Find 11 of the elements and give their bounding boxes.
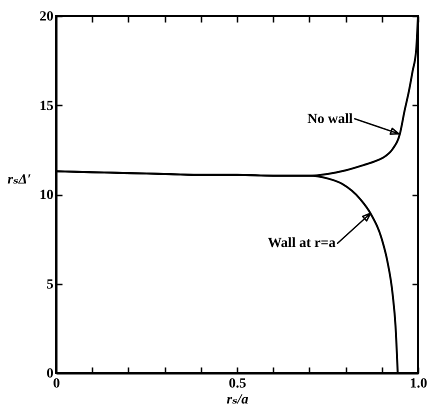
y-tick-label: 20 [40, 10, 54, 24]
y-tick-label: 15 [40, 98, 54, 114]
x-tick-label: 0.5 [228, 376, 246, 392]
annotation: Wall at r=a [268, 236, 336, 252]
annotation: No wall [307, 112, 353, 127]
x-tick-label: 1.0 [410, 376, 428, 392]
x-axis-title: rₛ/a [226, 392, 248, 408]
y-tick-label: 0 [46, 366, 54, 382]
y-tick-label: 10 [40, 188, 54, 203]
y-tick-label: 5 [46, 277, 54, 292]
y-axis-title: rₛΔ′ [8, 172, 32, 188]
